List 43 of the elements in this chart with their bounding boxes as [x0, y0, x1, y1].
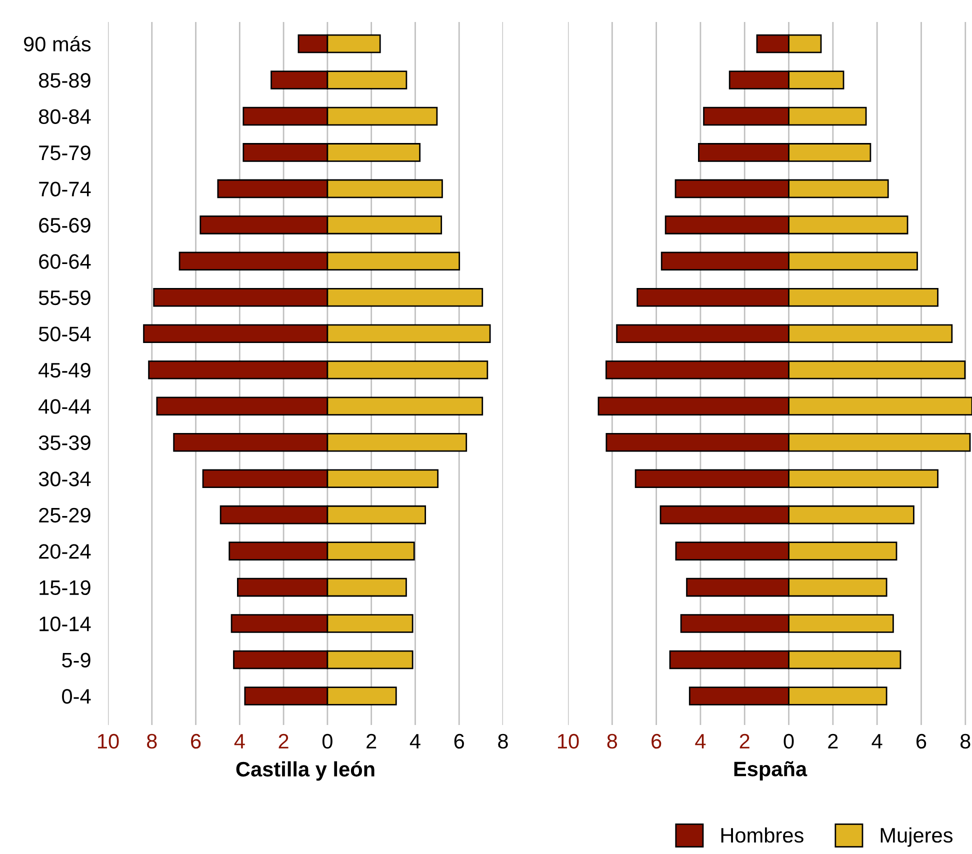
x-tick-label: 2 — [366, 734, 376, 748]
legend-label: Hombres — [721, 827, 804, 843]
y-tick-label: 55-59 — [38, 290, 90, 306]
x-tick-label: 6 — [454, 734, 464, 749]
y-tick-label: 25-29 — [39, 508, 90, 523]
legend-label: Mujeres — [880, 827, 953, 847]
x-tick-label: 0 — [784, 734, 794, 749]
x-tick-label: 10 — [98, 734, 119, 749]
x-tick-label: 4 — [234, 734, 245, 748]
y-tick-label: 10-14 — [40, 616, 91, 632]
x-tick-label: 6 — [191, 734, 201, 749]
y-tick-label: 65-69 — [39, 218, 90, 233]
x-tick-label: 4 — [410, 734, 420, 748]
x-tick-label: 2 — [740, 734, 750, 748]
x-tick-label: 8 — [607, 734, 618, 749]
y-tick-label: 60-64 — [39, 254, 91, 269]
y-tick-label: 20-24 — [39, 544, 91, 559]
x-tick-label: 2 — [278, 734, 288, 748]
y-tick-label: 50-54 — [38, 326, 91, 342]
y-tick-label: 90 más — [24, 36, 91, 52]
x-axis-title: España — [734, 761, 808, 781]
x-tick-label: 8 — [147, 734, 157, 749]
y-tick-label: 70-74 — [39, 182, 91, 196]
x-tick-label: 6 — [652, 734, 662, 749]
y-tick-label: 0-4 — [62, 689, 91, 704]
x-tick-label: 2 — [828, 734, 838, 748]
y-tick-label: 45-49 — [38, 362, 90, 378]
y-tick-label: 35-39 — [38, 435, 90, 450]
x-tick-label: 10 — [558, 734, 579, 749]
x-axis-title: Castilla y león — [236, 761, 374, 781]
y-tick-label: 75-79 — [39, 145, 90, 160]
y-tick-label: 85-89 — [38, 72, 90, 88]
y-tick-label: 40-44 — [38, 399, 91, 414]
x-tick-label: 6 — [916, 734, 926, 749]
x-tick-label: 8 — [498, 734, 508, 749]
x-tick-label: 4 — [695, 734, 706, 748]
x-tick-label: 0 — [322, 734, 332, 749]
y-tick-label: 15-19 — [40, 580, 90, 596]
y-tick-label: 80-84 — [38, 109, 91, 124]
y-tick-label: 5-9 — [62, 652, 90, 668]
y-tick-label: 30-34 — [38, 472, 91, 486]
x-tick-label: 8 — [960, 734, 970, 749]
x-tick-label: 4 — [872, 734, 882, 748]
